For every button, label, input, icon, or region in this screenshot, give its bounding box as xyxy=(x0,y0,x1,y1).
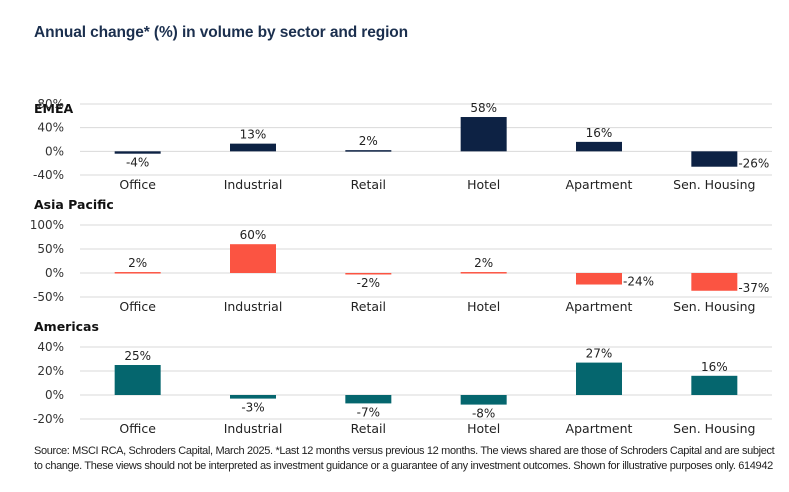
bar-asia-pacific-retail xyxy=(345,273,392,275)
bar-emea-hotel xyxy=(460,117,507,152)
data-label-emea: -26% xyxy=(738,157,769,171)
y-tick-label-emea: -40% xyxy=(33,168,64,182)
data-label-emea: 16% xyxy=(586,126,613,140)
data-label-asia-pacific: 2% xyxy=(474,256,493,270)
bar-americas-industrial xyxy=(230,395,276,399)
category-label-americas: Apartment xyxy=(566,421,633,436)
y-tick-label-asia-pacific: 100% xyxy=(30,218,64,232)
category-label-emea: Sen. Housing xyxy=(673,177,755,192)
bar-emea-retail xyxy=(345,150,392,152)
chart-title: Annual change* (%) in volume by sector a… xyxy=(34,24,409,41)
data-label-americas: 27% xyxy=(586,347,613,361)
region-label-emea: EMEA xyxy=(34,101,74,116)
category-label-asia-pacific: Hotel xyxy=(467,299,500,314)
data-label-asia-pacific: -37% xyxy=(738,281,769,295)
y-tick-label-americas: 20% xyxy=(37,364,64,378)
region-label-americas: Americas xyxy=(34,319,99,334)
category-label-asia-pacific: Office xyxy=(119,299,156,314)
y-tick-label-emea: 40% xyxy=(37,121,64,135)
bar-asia-pacific-apartment xyxy=(576,273,622,285)
bar-americas-retail xyxy=(345,395,392,404)
data-label-americas: 25% xyxy=(124,349,151,363)
bar-americas-sen-housing xyxy=(691,375,738,395)
bar-asia-pacific-industrial xyxy=(230,244,276,273)
category-label-asia-pacific: Retail xyxy=(351,299,386,314)
y-tick-label-emea: 0% xyxy=(45,144,64,158)
bar-emea-apartment xyxy=(576,141,622,152)
data-label-asia-pacific: -2% xyxy=(357,276,380,290)
category-label-americas: Hotel xyxy=(467,421,500,436)
bar-americas-apartment xyxy=(576,362,622,395)
category-label-americas: Office xyxy=(119,421,156,436)
data-label-americas: -3% xyxy=(241,401,264,415)
bar-emea-industrial xyxy=(230,143,276,152)
y-tick-label-asia-pacific: 0% xyxy=(45,266,64,280)
bar-americas-hotel xyxy=(460,395,507,405)
region-label-asia-pacific: Asia Pacific xyxy=(34,197,114,212)
bar-asia-pacific-office xyxy=(114,272,161,274)
category-label-emea: Hotel xyxy=(467,177,500,192)
category-label-emea: Industrial xyxy=(224,177,283,192)
data-label-americas: 16% xyxy=(701,360,728,374)
data-label-emea: 2% xyxy=(359,134,378,148)
bar-americas-office xyxy=(114,365,161,395)
bar-emea-sen-housing xyxy=(691,151,738,167)
data-label-americas: -8% xyxy=(472,407,495,421)
category-label-americas: Retail xyxy=(351,421,386,436)
source-note: Source: MSCI RCA, Schroders Capital, Mar… xyxy=(34,445,775,472)
category-label-asia-pacific: Sen. Housing xyxy=(673,299,755,314)
data-label-asia-pacific: -24% xyxy=(623,275,654,289)
y-tick-label-americas: 0% xyxy=(45,388,64,402)
y-tick-label-americas: -20% xyxy=(33,412,64,426)
category-label-emea: Retail xyxy=(351,177,386,192)
data-label-emea: -4% xyxy=(126,156,149,170)
category-label-americas: Sen. Housing xyxy=(673,421,755,436)
bar-asia-pacific-sen-housing xyxy=(691,273,738,291)
category-label-emea: Apartment xyxy=(566,177,633,192)
data-label-emea: 58% xyxy=(470,101,497,115)
category-label-asia-pacific: Industrial xyxy=(224,299,283,314)
data-label-asia-pacific: 2% xyxy=(128,256,147,270)
y-tick-label-emea: 80% xyxy=(37,97,64,111)
data-label-emea: 13% xyxy=(240,128,267,142)
bar-asia-pacific-hotel xyxy=(460,272,507,274)
y-tick-label-asia-pacific: 50% xyxy=(37,242,64,256)
category-label-emea: Office xyxy=(119,177,156,192)
bar-emea-office xyxy=(114,151,161,154)
category-label-americas: Industrial xyxy=(224,421,283,436)
category-label-asia-pacific: Apartment xyxy=(566,299,633,314)
data-label-americas: -7% xyxy=(357,405,380,419)
y-tick-label-americas: 40% xyxy=(37,340,64,354)
data-label-asia-pacific: 60% xyxy=(240,228,267,242)
y-tick-label-asia-pacific: -50% xyxy=(33,290,64,304)
